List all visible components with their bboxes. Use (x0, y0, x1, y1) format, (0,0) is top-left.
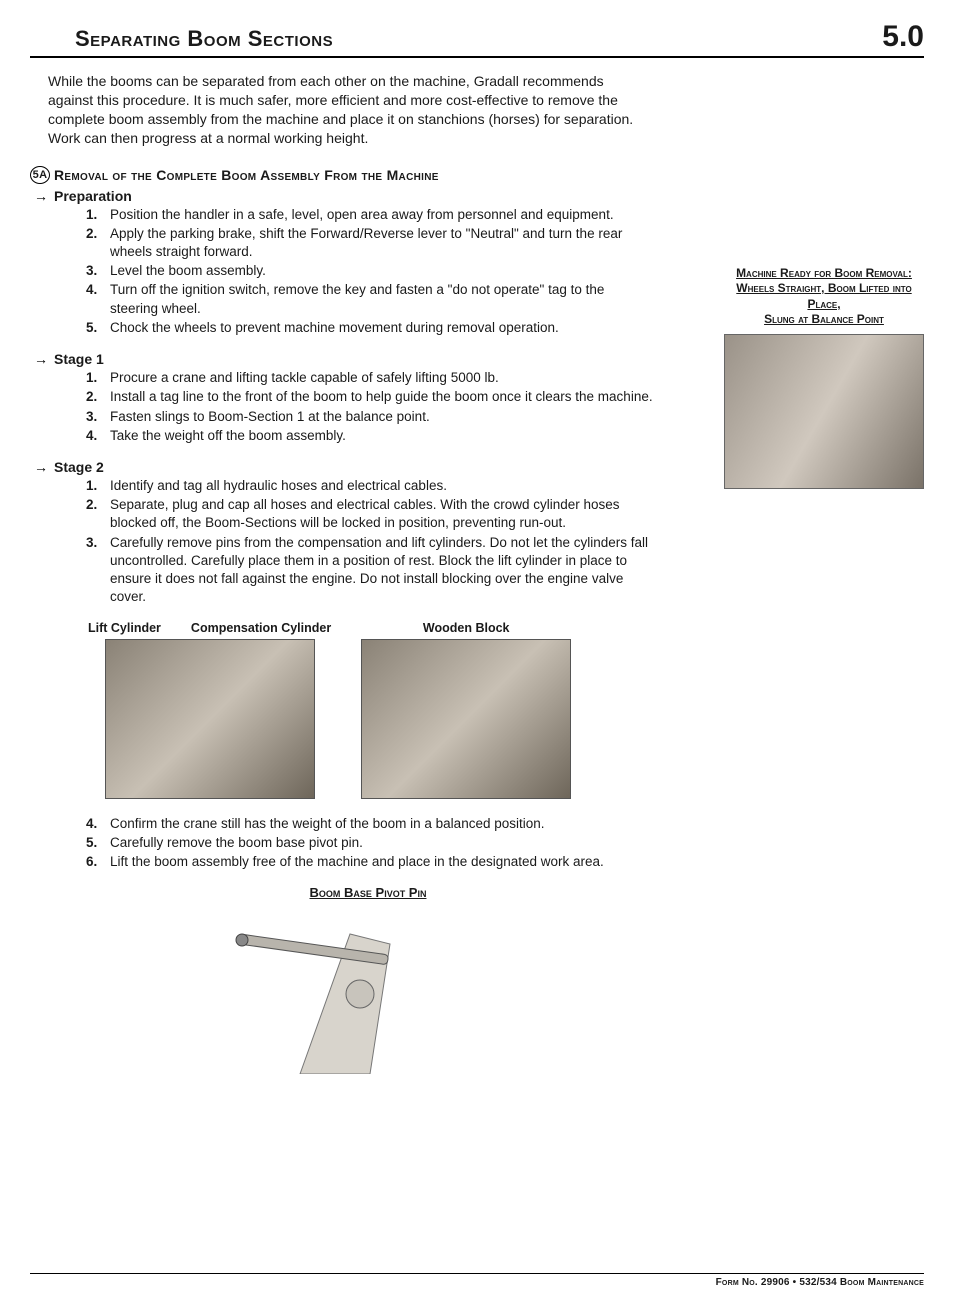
list-item: Fasten slings to Boom-Section 1 at the b… (86, 408, 656, 426)
list-item: Procure a crane and lifting tackle capab… (86, 369, 656, 387)
list-item: Level the boom assembly. (86, 262, 656, 280)
subsection-5a-heading: 5A Removal of the Complete Boom Assembly… (30, 166, 706, 184)
stage2-steps-b: Confirm the crane still has the weight o… (86, 815, 656, 872)
pivot-pin-figure (190, 904, 450, 1074)
list-item: Carefully remove pins from the compensat… (86, 534, 656, 607)
stage2-steps-a: Identify and tag all hydraulic hoses and… (86, 477, 656, 607)
compensation-cylinder-label: Compensation Cylinder (191, 621, 331, 635)
lift-comp-figure: Lift Cylinder Compensation Cylinder (88, 621, 331, 799)
stage2-title: Stage 2 (54, 459, 104, 475)
page-title: Separating Boom Sections (75, 26, 333, 52)
content-row: 5A Removal of the Complete Boom Assembly… (30, 166, 924, 1075)
stage1-steps: Procure a crane and lifting tackle capab… (86, 369, 656, 445)
section-number: 5.0 (882, 20, 924, 54)
lift-cylinder-photo (105, 639, 315, 799)
list-item: Confirm the crane still has the weight o… (86, 815, 656, 833)
list-item: Carefully remove the boom base pivot pin… (86, 834, 656, 852)
list-item: Lift the boom assembly free of the machi… (86, 853, 656, 871)
side-column: Machine Ready for Boom Removal: Wheels S… (724, 166, 924, 1075)
side-caption: Machine Ready for Boom Removal: Wheels S… (724, 266, 924, 328)
lift-cylinder-label: Lift Cylinder (88, 621, 161, 635)
page-footer: Form No. 29906 • 532/534 Boom Maintenanc… (30, 1273, 924, 1288)
arrow-icon: → (34, 188, 48, 204)
figure-labels-left: Lift Cylinder Compensation Cylinder (88, 621, 331, 635)
list-item: Turn off the ignition switch, remove the… (86, 281, 656, 317)
list-item: Position the handler in a safe, level, o… (86, 206, 656, 224)
arrow-icon: → (34, 459, 48, 475)
side-caption-l1: Machine Ready for Boom Removal: (736, 266, 912, 280)
wooden-block-photo (361, 639, 571, 799)
list-item: Apply the parking brake, shift the Forwa… (86, 225, 656, 261)
footer-text: Form No. 29906 • 532/534 Boom Maintenanc… (716, 1277, 924, 1288)
machine-ready-photo (724, 334, 924, 489)
wooden-block-label: Wooden Block (423, 621, 510, 635)
preparation-heading: → Preparation (30, 188, 706, 204)
stage1-heading: → Stage 1 (30, 351, 706, 367)
intro-paragraph: While the booms can be separated from ea… (48, 72, 648, 148)
preparation-steps: Position the handler in a safe, level, o… (86, 206, 656, 338)
list-item: Install a tag line to the front of the b… (86, 388, 656, 406)
preparation-title: Preparation (54, 188, 132, 204)
pivot-pin-caption: Boom Base Pivot Pin (30, 885, 706, 900)
side-caption-l3: Slung at Balance Point (764, 312, 884, 326)
list-item: Separate, plug and cap all hoses and ele… (86, 496, 656, 532)
main-column: 5A Removal of the Complete Boom Assembly… (30, 166, 706, 1075)
list-item: Take the weight off the boom assembly. (86, 427, 656, 445)
pivot-pin-icon (190, 904, 450, 1074)
list-item: Identify and tag all hydraulic hoses and… (86, 477, 656, 495)
subsection-title: Removal of the Complete Boom Assembly Fr… (54, 167, 439, 183)
cylinder-figures: Lift Cylinder Compensation Cylinder Wood… (88, 621, 706, 799)
stage1-title: Stage 1 (54, 351, 104, 367)
stage2-heading: → Stage 2 (30, 459, 706, 475)
subsection-code: 5A (30, 166, 50, 184)
list-item: Chock the wheels to prevent machine move… (86, 319, 656, 337)
page-header: Separating Boom Sections 5.0 (30, 20, 924, 58)
wooden-block-figure: Wooden Block (361, 621, 571, 799)
side-caption-l2: Wheels Straight, Boom Lifted into Place, (736, 281, 911, 311)
arrow-icon: → (34, 351, 48, 367)
figure-labels-right: Wooden Block (423, 621, 510, 635)
